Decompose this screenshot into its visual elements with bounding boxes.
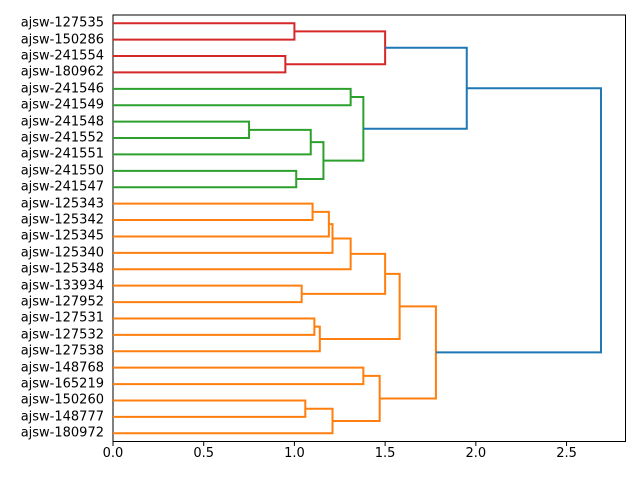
leaf-label: ajsw-125340 [20, 245, 104, 261]
dendrogram-link-o6 [301, 252, 387, 295]
dendrogram-link-b2 [435, 87, 603, 354]
leaf-label: ajsw-127532 [20, 327, 104, 343]
dendrogram-link-o13 [332, 374, 381, 422]
dendrogram-link-g4 [113, 169, 298, 189]
leaf-label: ajsw-127531 [20, 310, 104, 326]
leaf-label: ajsw-127535 [20, 15, 104, 31]
leaf-label: ajsw-165219 [20, 376, 104, 392]
dendrogram-link-o2 [113, 210, 330, 238]
dendrogram-link-g1 [113, 87, 352, 107]
dendrogram-link-o10 [113, 366, 365, 386]
dendrogram-link-b1 [363, 46, 468, 130]
leaf-label: ajsw-150286 [20, 32, 104, 48]
dendrogram-link-o9 [319, 272, 401, 340]
leaf-label: ajsw-127952 [20, 294, 104, 310]
x-tick-label: 1.5 [374, 446, 396, 461]
leaf-label: ajsw-241546 [20, 81, 104, 97]
leaf-label: ajsw-241547 [20, 179, 104, 195]
leaf-label: ajsw-241548 [20, 114, 104, 130]
leaf-label: ajsw-241551 [20, 146, 104, 162]
leaf-label: ajsw-241550 [20, 163, 104, 179]
plot-border [112, 14, 626, 442]
leaf-label: ajsw-148768 [20, 360, 104, 376]
x-tick-label: 1.0 [284, 446, 305, 461]
leaf-label: ajsw-180972 [20, 425, 104, 441]
leaf-label: ajsw-241554 [20, 48, 104, 64]
x-tick-label: 0.5 [193, 446, 215, 461]
dendrogram-link-o8 [113, 325, 321, 353]
dendrogram-link-o14 [379, 305, 437, 400]
dendrogram-link-o12 [113, 407, 334, 435]
leaf-label: ajsw-133934 [20, 278, 104, 294]
dendrogram-link-g2 [113, 120, 251, 140]
dendrogram-link-o4 [113, 237, 352, 271]
leaf-label: ajsw-180962 [20, 64, 104, 80]
x-tick-label: 2.0 [465, 446, 487, 461]
x-tick-label: 0.0 [102, 446, 124, 461]
dendrogram-link-r1 [113, 22, 296, 41]
leaf-label: ajsw-148777 [20, 409, 104, 425]
dendrogram-link-g3 [113, 128, 312, 156]
leaf-label: ajsw-125348 [20, 261, 104, 277]
dendrogram-link-r2 [113, 55, 287, 74]
dendrogram-link-g6 [323, 96, 365, 162]
leaf-label: ajsw-241549 [20, 97, 104, 113]
leaf-label: ajsw-125343 [20, 196, 104, 212]
dendrogram-link-o7 [113, 317, 316, 336]
leaf-label: ajsw-125345 [20, 228, 104, 244]
dendrogram-link-o11 [113, 399, 307, 418]
leaf-label: ajsw-150260 [20, 392, 104, 408]
leaf-label: ajsw-127538 [20, 343, 104, 359]
dendrogram-link-r3 [285, 30, 387, 66]
leaf-label: ajsw-125342 [20, 212, 104, 228]
leaf-label: ajsw-241552 [20, 130, 104, 146]
x-axis-tick-labels: 0.0 0.5 1.0 1.5 2.0 2.5 [0, 446, 640, 466]
dendrogram-link-o1 [113, 202, 314, 222]
x-tick-label: 2.5 [556, 446, 577, 461]
dendrogram-link-o3 [113, 223, 334, 254]
leaf-labels-column: ajsw-127535 ajsw-150286 ajsw-241554 ajsw-18… [0, 0, 104, 480]
dendrogram-link-o5 [113, 284, 303, 304]
